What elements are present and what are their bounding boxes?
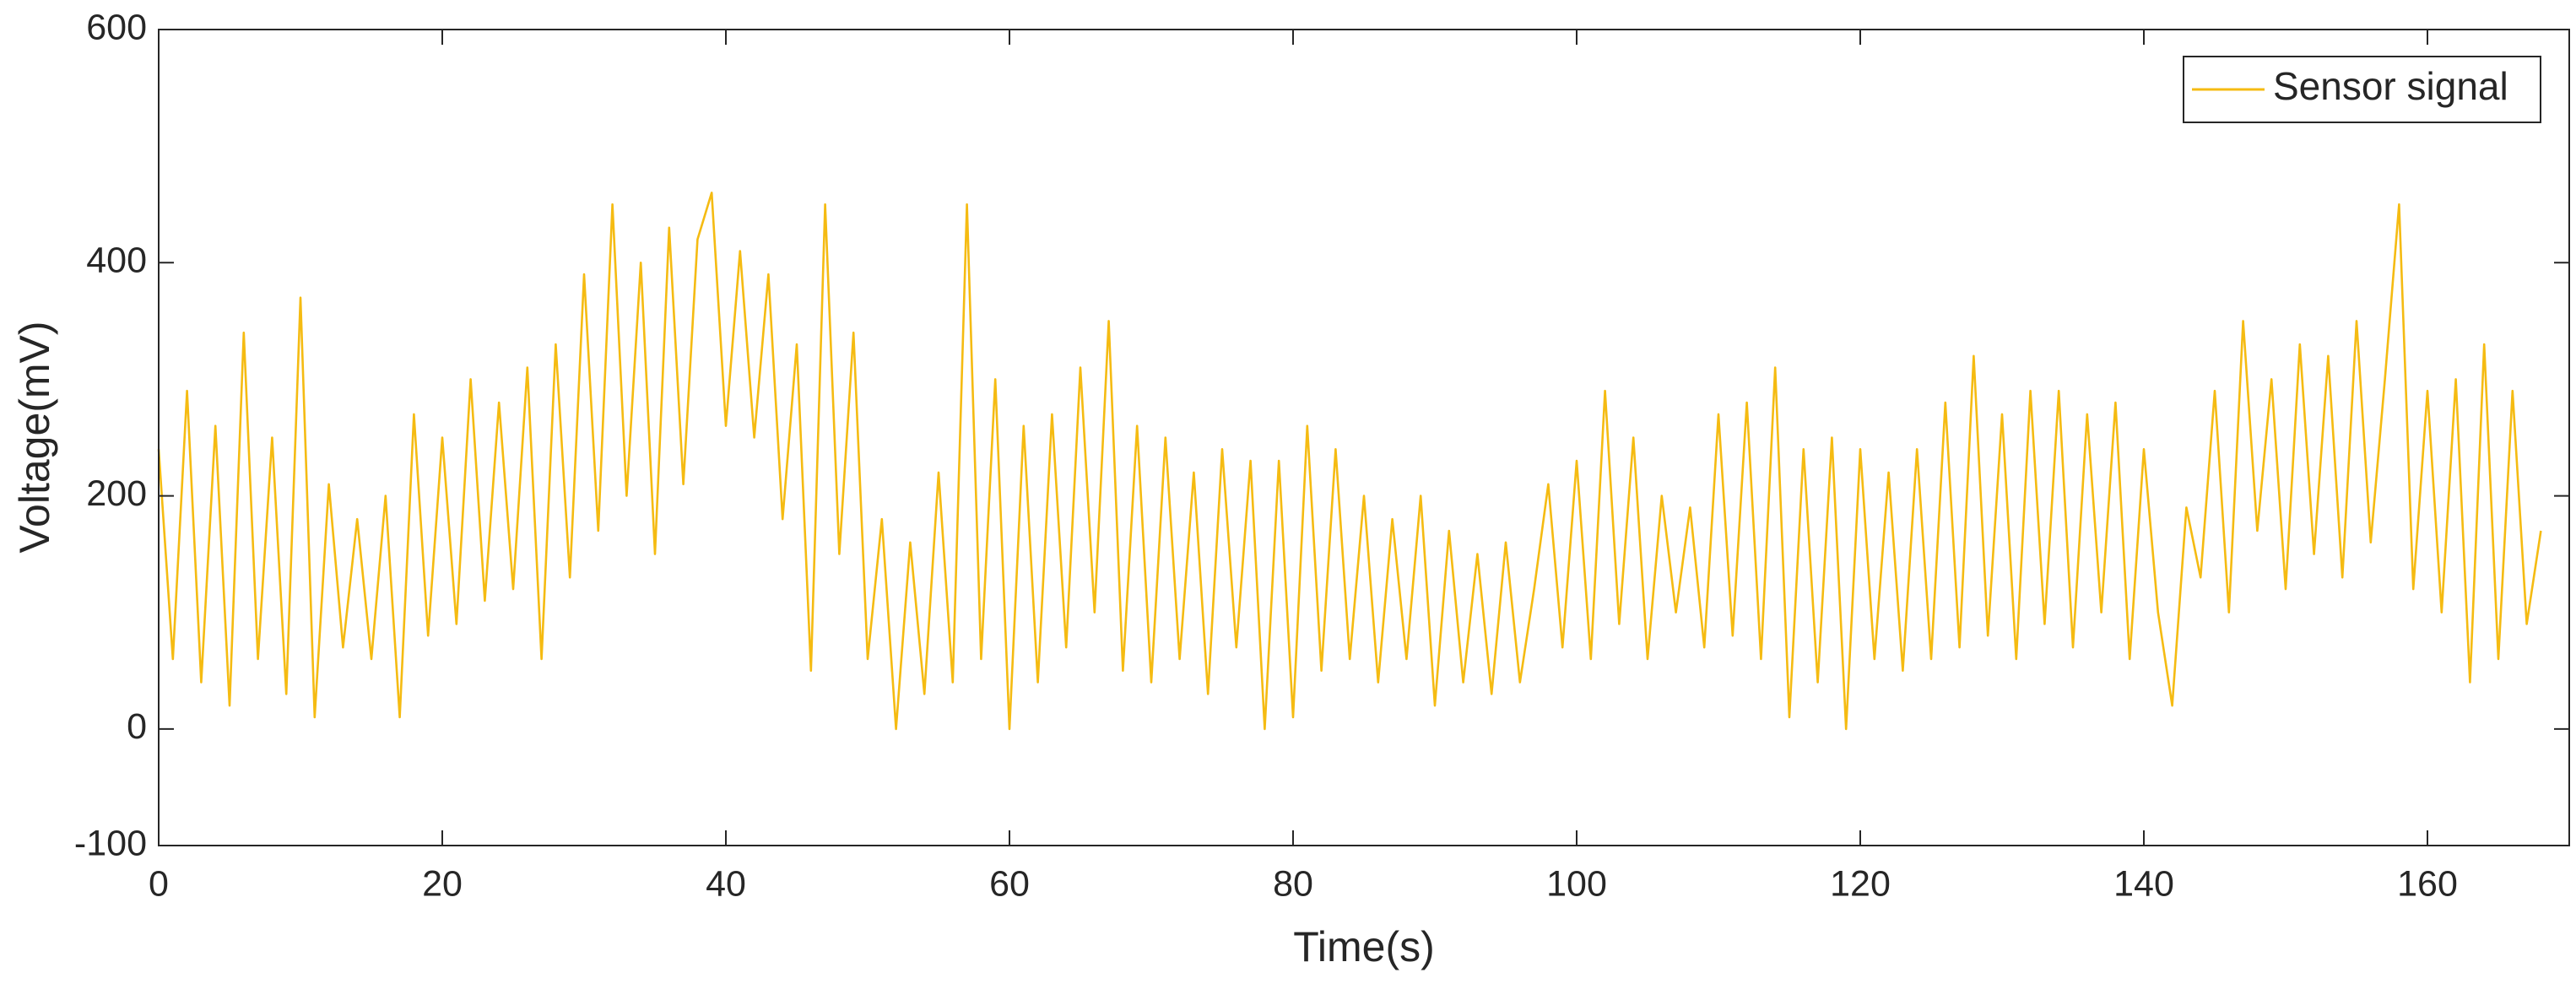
data-line xyxy=(157,192,2542,731)
y-tick-label: 600 xyxy=(86,7,147,47)
y-tick-label: 400 xyxy=(86,240,147,281)
x-tick-label: 80 xyxy=(1273,863,1313,904)
y-tick-label: 0 xyxy=(127,706,147,747)
y-tick-label: 200 xyxy=(86,473,147,514)
x-tick-label: 140 xyxy=(2113,863,2174,904)
x-axis-label: Time(s) xyxy=(1293,923,1435,970)
legend-label: Sensor signal xyxy=(2273,64,2508,108)
x-tick-label: 40 xyxy=(706,863,746,904)
plot-frame xyxy=(158,29,2570,846)
y-axis-label: Voltage(mV) xyxy=(11,321,58,553)
y-tick-label: -100 xyxy=(74,823,147,863)
x-tick-label: 0 xyxy=(149,863,169,904)
x-tick-label: 20 xyxy=(422,863,463,904)
x-tick-label: 60 xyxy=(989,863,1030,904)
x-tick-label: 120 xyxy=(1830,863,1891,904)
x-tick-label: 100 xyxy=(1546,863,1607,904)
x-tick-label: 160 xyxy=(2397,863,2458,904)
